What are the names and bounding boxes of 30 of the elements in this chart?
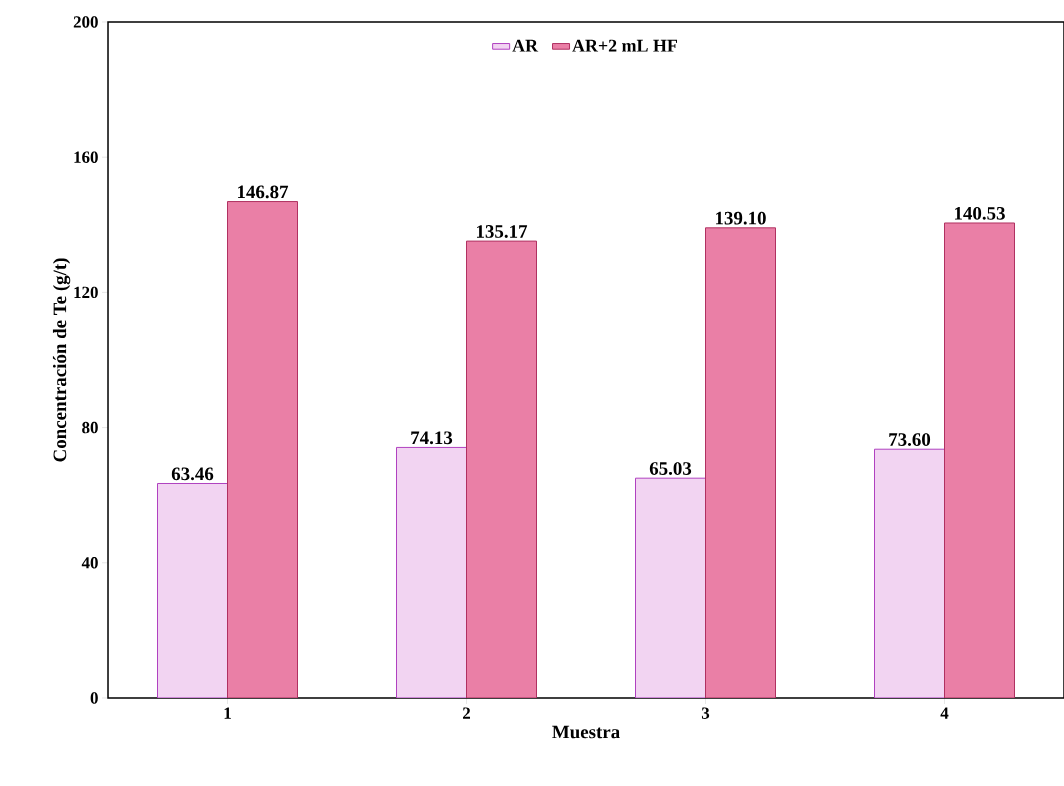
x-tick-label: 3 [701,707,710,719]
data-label: 74.13 [411,431,453,445]
y-tick-label: 0 [90,692,98,704]
data-label: 140.53 [955,206,1005,220]
data-label: 73.60 [889,433,931,447]
bar [157,482,229,698]
x-tick-label: 2 [462,707,471,719]
x-tick-label: 1 [224,707,231,719]
bar [705,227,777,698]
data-label: 65.03 [649,462,692,475]
x-axis-title: Muestra [552,725,620,739]
bar [466,240,538,698]
data-label: 63.46 [171,467,214,481]
data-label: 135.17 [477,225,528,238]
legend-label: AR+2 mL HF [572,39,678,52]
data-label: 139.10 [716,211,766,225]
y-tick-label: 200 [73,16,98,28]
legend-label: AR [512,39,539,52]
bar [944,222,1016,698]
y-axis-title: Concentración de Te (g/t) [52,258,71,462]
y-tick-label: 80 [82,421,98,434]
bar [396,446,468,698]
data-label: 146.87 [238,185,289,199]
bar [227,201,299,698]
bar [635,477,707,698]
y-tick-label: 120 [74,286,98,299]
y-tick-label: 160 [74,151,98,163]
y-tick-label: 40 [81,557,98,569]
x-tick-label: 4 [940,707,949,719]
bar [874,448,946,698]
